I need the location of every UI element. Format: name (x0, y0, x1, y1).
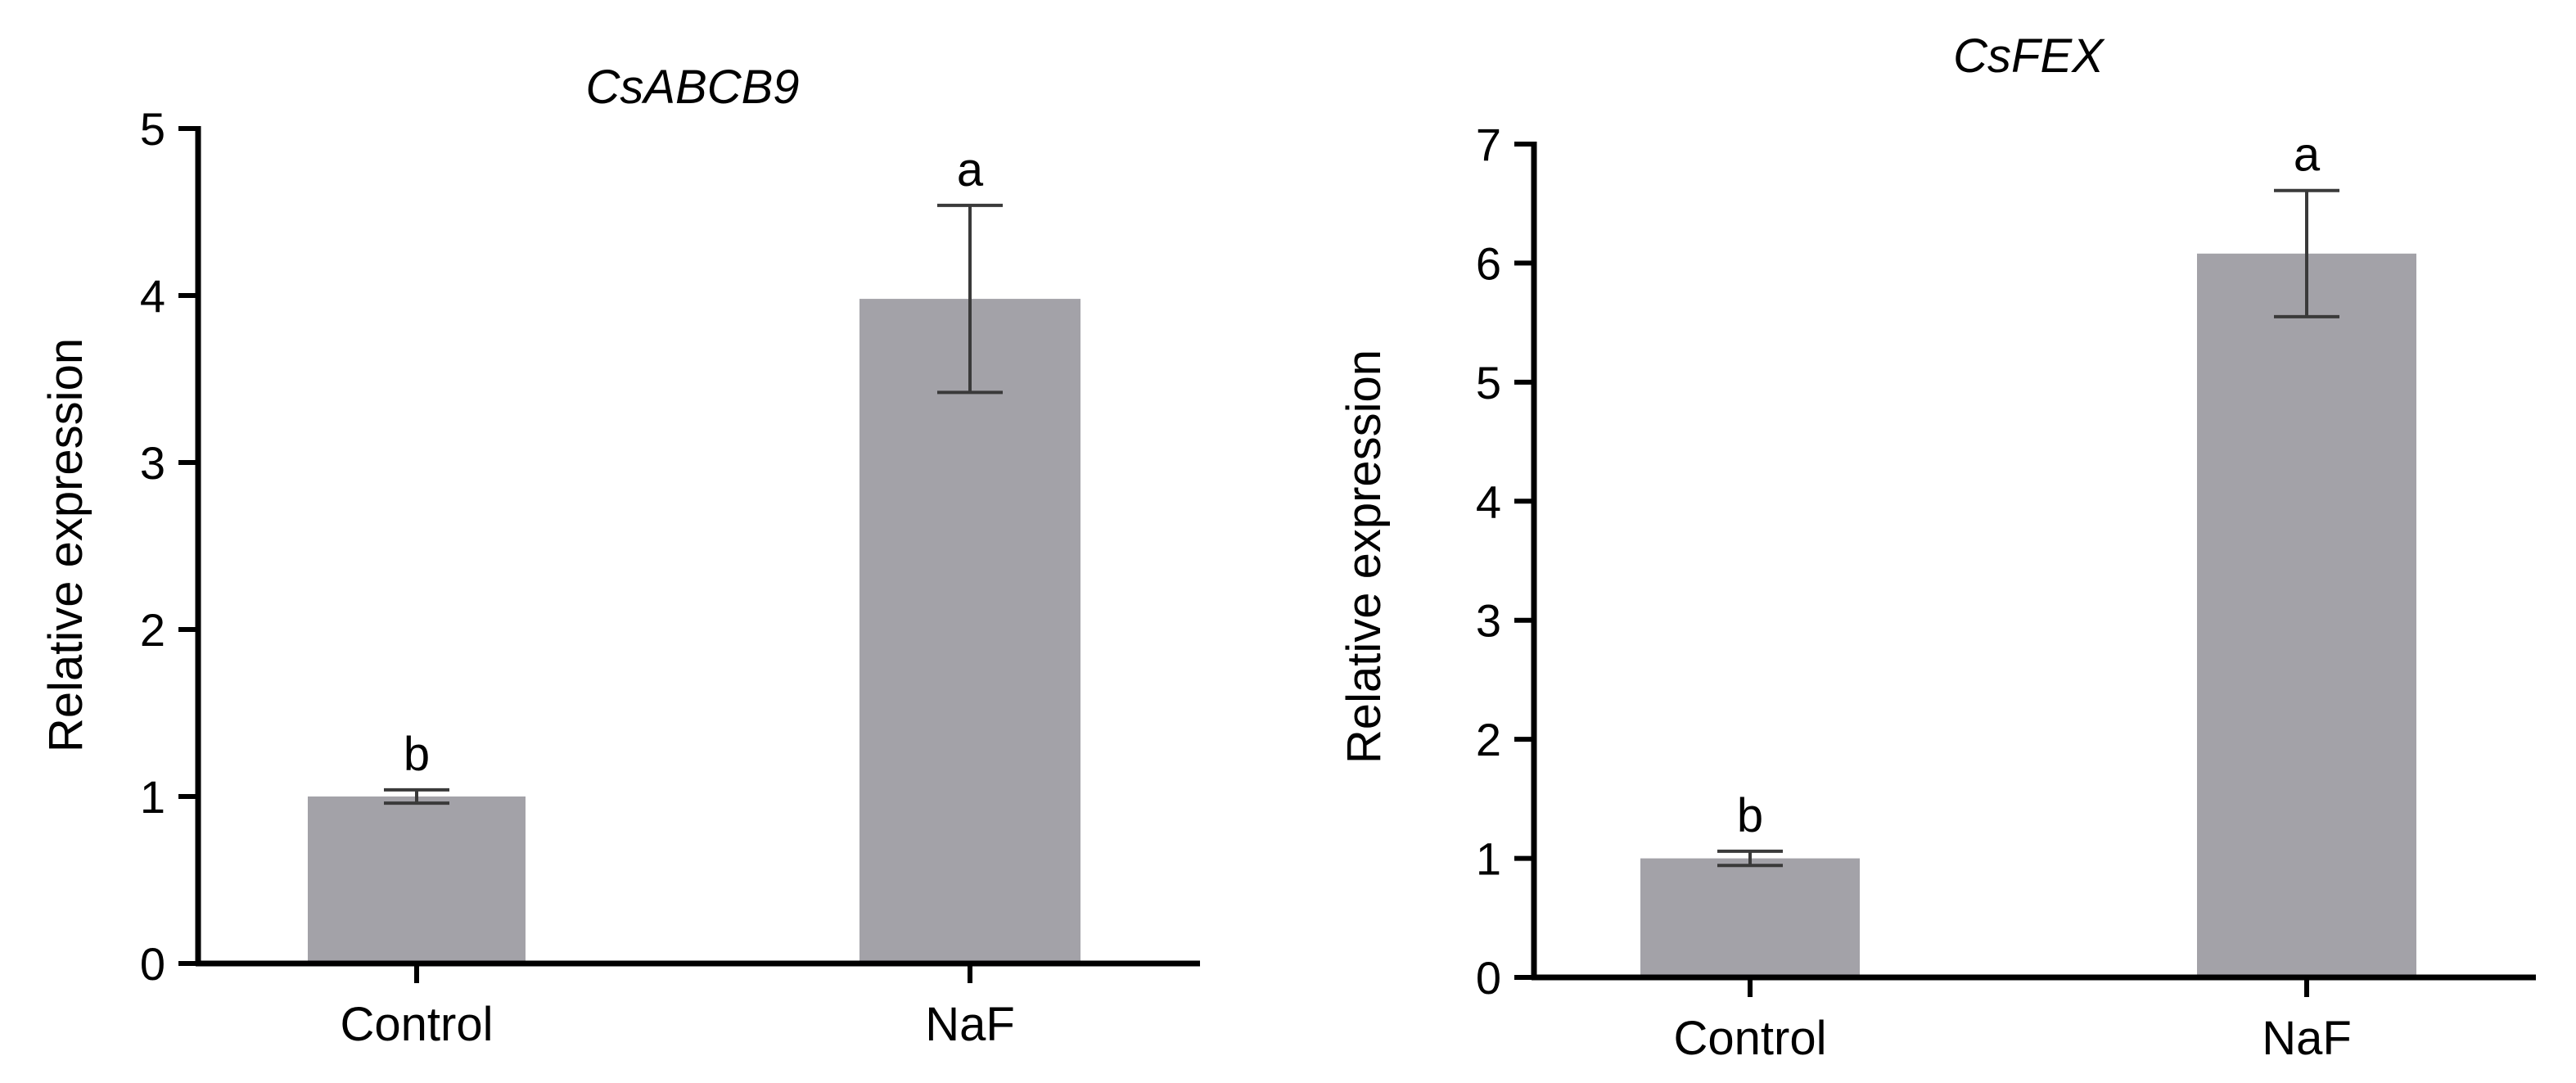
chart-1-significance-2: a (957, 143, 984, 196)
chart-2-x-tick-label-control: Control (1674, 1012, 1827, 1065)
chart-2-y-axis-label: Relative expression (1338, 350, 1391, 764)
chart-2-y-tick-label-1: 1 (1476, 833, 1501, 885)
chart-1-x-tick-label-naf: NaF (925, 998, 1015, 1051)
chart-1-y-tick-label-1: 1 (140, 771, 165, 823)
chart-2-significance-1: b (1737, 789, 1763, 842)
chart-1-y-tick-label-4: 4 (140, 270, 165, 322)
chart-1-title: CsABCB9 (585, 61, 799, 114)
chart-2-x-tick-label-naf: NaF (2262, 1012, 2352, 1065)
chart-2-y-tick-label-6: 6 (1476, 237, 1501, 289)
chart-1-bar-control (308, 796, 526, 963)
chart-1-bar-naf (859, 299, 1080, 964)
chart-2-y-tick-label-4: 4 (1476, 476, 1501, 527)
chart-1-y-tick-label-0: 0 (140, 938, 165, 990)
chart-2-y-tick-label-0: 0 (1476, 952, 1501, 1004)
chart-1-significance-1: b (404, 728, 430, 781)
chart-1-y-tick-label-5: 5 (140, 103, 165, 155)
chart-1-y-tick-label-2: 2 (140, 604, 165, 656)
chart-1-y-tick-label-3: 3 (140, 437, 165, 489)
chart-2-bar-control (1640, 858, 1860, 977)
chart-2-y-tick-label-5: 5 (1476, 357, 1501, 408)
chart-2-y-tick-label-7: 7 (1476, 119, 1501, 170)
chart-1-y-axis-label: Relative expression (39, 338, 92, 752)
chart-2-y-tick-label-3: 3 (1476, 595, 1501, 647)
chart-2-title: CsFEX (1953, 29, 2105, 83)
chart-2-significance-2: a (2294, 129, 2321, 182)
chart-2-y-tick-label-2: 2 (1476, 714, 1501, 765)
chart-1-x-tick-label-control: Control (341, 998, 494, 1051)
chart-2-bar-naf (2197, 253, 2416, 977)
